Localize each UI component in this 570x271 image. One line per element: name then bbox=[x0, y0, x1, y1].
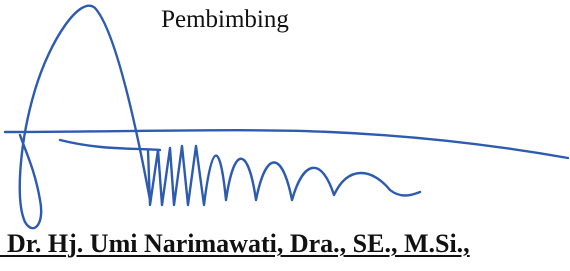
signature-stroke bbox=[5, 130, 568, 158]
signature-wave bbox=[148, 146, 420, 205]
signature bbox=[0, 0, 570, 271]
signature-block: Pembimbing . Dr. Hj. Umi Narimawati, Dra… bbox=[0, 0, 570, 271]
signature-underline bbox=[60, 140, 160, 150]
signature-loop bbox=[20, 6, 150, 228]
